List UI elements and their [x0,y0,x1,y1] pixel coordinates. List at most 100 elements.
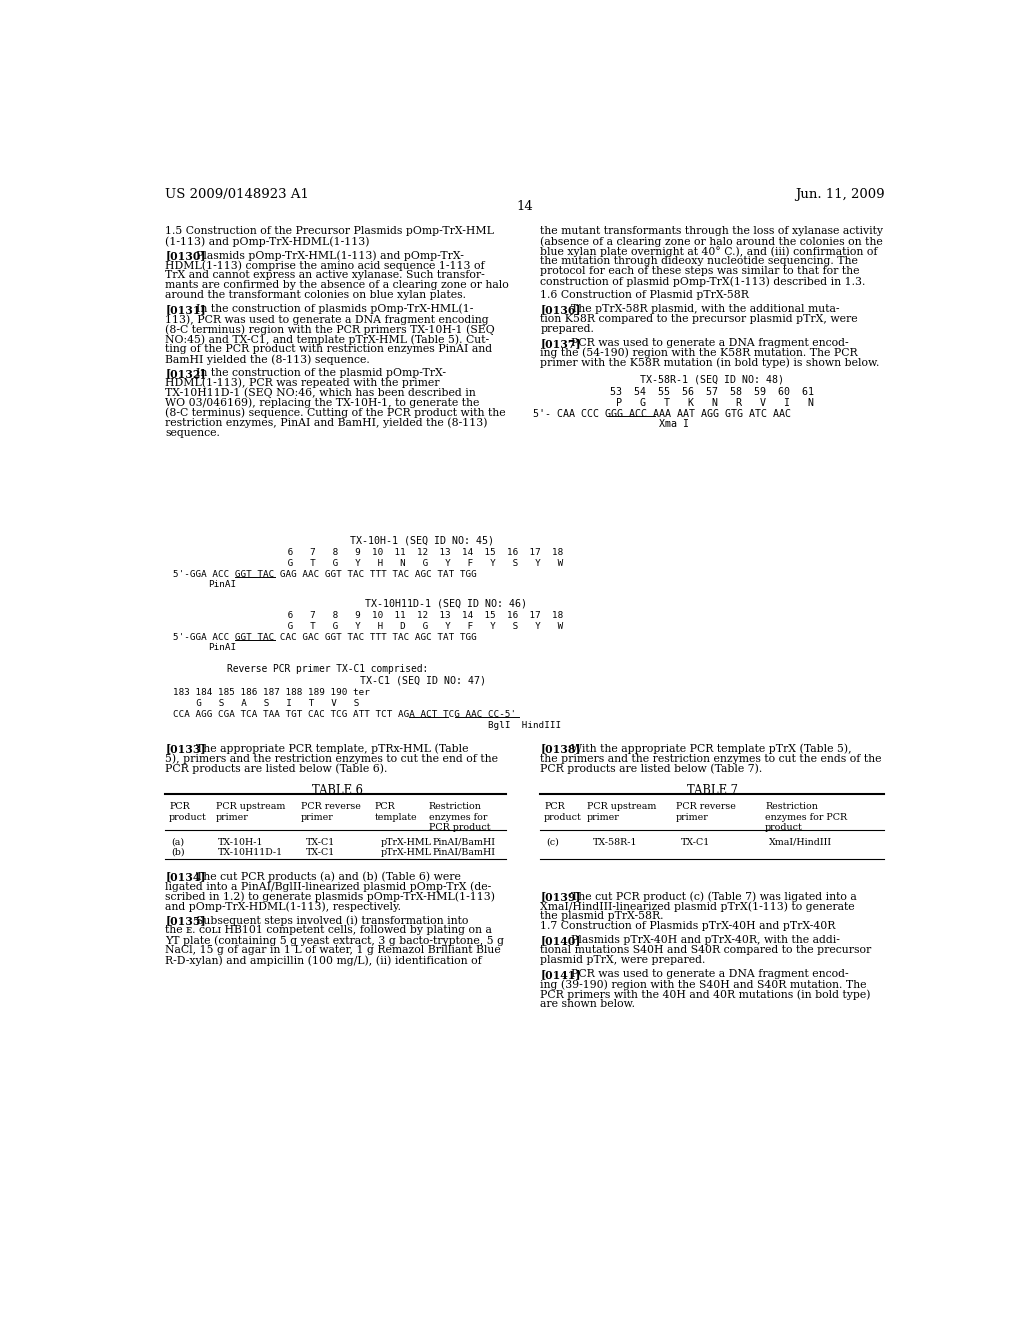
Text: PinAI: PinAI [208,581,236,589]
Text: [0135]: [0135] [165,915,206,927]
Text: sequence.: sequence. [165,428,220,438]
Text: Restriction
enzymes for
PCR product: Restriction enzymes for PCR product [429,803,490,832]
Text: 5'-GGA ACC GGT TAC GAG AAC GGT TAC TTT TAC AGC TAT TGG: 5'-GGA ACC GGT TAC GAG AAC GGT TAC TTT T… [173,570,477,578]
Text: [0141]: [0141] [541,969,581,981]
Text: PCR was used to generate a DNA fragment encod-: PCR was used to generate a DNA fragment … [571,338,849,347]
Text: restriction enzymes, PinAI and BamHI, yielded the (8-113): restriction enzymes, PinAI and BamHI, yi… [165,418,487,429]
Text: plasmid pTrX, were prepared.: plasmid pTrX, were prepared. [541,956,706,965]
Text: (c): (c) [547,838,559,846]
Text: 1.7 Construction of Plasmids pTrX-40H and pTrX-40R: 1.7 Construction of Plasmids pTrX-40H an… [541,921,836,932]
Text: TX-10H11D-1 (SEQ NO:46, which has been described in: TX-10H11D-1 (SEQ NO:46, which has been d… [165,388,476,399]
Text: CCA AGG CGA TCA TAA TGT CAC TCG ATT TCT AGA ACT TCG AAC CC-5': CCA AGG CGA TCA TAA TGT CAC TCG ATT TCT … [173,710,516,718]
Text: Plasmids pTrX-40H and pTrX-40R, with the addi-: Plasmids pTrX-40H and pTrX-40R, with the… [571,936,840,945]
Text: With the appropriate PCR template pTrX (Table 5),: With the appropriate PCR template pTrX (… [571,743,852,754]
Text: TX-58R-1: TX-58R-1 [593,838,638,846]
Text: [0140]: [0140] [541,936,581,946]
Text: 6   7   8   9  10  11  12  13  14  15  16  17  18: 6 7 8 9 10 11 12 13 14 15 16 17 18 [282,548,563,557]
Text: XmaI/HindIII-linearized plasmid pTrX(1-113) to generate: XmaI/HindIII-linearized plasmid pTrX(1-1… [541,902,855,912]
Text: The cut PCR products (a) and (b) (Table 6) were: The cut PCR products (a) and (b) (Table … [197,871,461,882]
Text: 6   7   8   9  10  11  12  13  14  15  16  17  18: 6 7 8 9 10 11 12 13 14 15 16 17 18 [282,611,563,620]
Text: PinAI/BamHI
PinAI/BamHI: PinAI/BamHI PinAI/BamHI [432,838,496,857]
Text: tion K58R compared to the precursor plasmid pTrX, were: tion K58R compared to the precursor plas… [541,314,858,323]
Text: tional mutations S40H and S40R compared to the precursor: tional mutations S40H and S40R compared … [541,945,871,956]
Text: around the transformant colonies on blue xylan plates.: around the transformant colonies on blue… [165,290,466,300]
Text: 113), PCR was used to generate a DNA fragment encoding: 113), PCR was used to generate a DNA fra… [165,314,488,325]
Text: PCR reverse
primer: PCR reverse primer [676,803,736,821]
Text: G   S   A   S   I   T   V   S: G S A S I T V S [184,700,359,708]
Text: Plasmids pOmp-TrX-HML(1-113) and pOmp-TrX-: Plasmids pOmp-TrX-HML(1-113) and pOmp-Tr… [197,249,464,260]
Text: PCR was used to generate a DNA fragment encod-: PCR was used to generate a DNA fragment … [571,969,849,979]
Text: [0132]: [0132] [165,368,206,379]
Text: 5'-GGA ACC GGT TAC CAC GAC GGT TAC TTT TAC AGC TAT TGG: 5'-GGA ACC GGT TAC CAC GAC GGT TAC TTT T… [173,632,477,642]
Text: TABLE 7: TABLE 7 [687,784,738,797]
Text: prepared.: prepared. [541,323,594,334]
Text: [0139]: [0139] [541,891,581,903]
Text: mants are confirmed by the absence of a clearing zone or halo: mants are confirmed by the absence of a … [165,280,509,290]
Text: The pTrX-58R plasmid, with the additional muta-: The pTrX-58R plasmid, with the additiona… [571,304,840,314]
Text: (a)
(b): (a) (b) [171,838,185,857]
Text: 5'- CAA CCC GGG ACC AAA AAT AGG GTG ATC AAC: 5'- CAA CCC GGG ACC AAA AAT AGG GTG ATC … [532,409,791,418]
Text: construction of plasmid pOmp-TrX(1-113) described in 1.3.: construction of plasmid pOmp-TrX(1-113) … [541,276,865,286]
Text: BglI  HindIII: BglI HindIII [488,721,561,730]
Text: Jun. 11, 2009: Jun. 11, 2009 [795,187,885,201]
Text: (8-C terminus) sequence. Cutting of the PCR product with the: (8-C terminus) sequence. Cutting of the … [165,408,506,418]
Text: the mutation through dideoxy nucleotide sequencing. The: the mutation through dideoxy nucleotide … [541,256,858,267]
Text: (8-C terminus) region with the PCR primers TX-10H-1 (SEQ: (8-C terminus) region with the PCR prime… [165,323,495,334]
Text: (1-113) and pOmp-TrX-HDML(1-113): (1-113) and pOmp-TrX-HDML(1-113) [165,236,370,247]
Text: TX-10H-1
TX-10H11D-1: TX-10H-1 TX-10H11D-1 [218,838,283,857]
Text: US 2009/0148923 A1: US 2009/0148923 A1 [165,187,309,201]
Text: scribed in 1.2) to generate plasmids pOmp-TrX-HML(1-113): scribed in 1.2) to generate plasmids pOm… [165,891,496,902]
Text: [0136]: [0136] [541,304,581,315]
Text: PinAI: PinAI [208,644,236,652]
Text: [0138]: [0138] [541,743,581,755]
Text: 5), primers and the restriction enzymes to cut the end of the: 5), primers and the restriction enzymes … [165,754,499,764]
Text: the mutant transformants through the loss of xylanase activity: the mutant transformants through the los… [541,226,884,236]
Text: TrX and cannot express an active xylanase. Such transfor-: TrX and cannot express an active xylanas… [165,271,485,280]
Text: Xma I: Xma I [658,420,688,429]
Text: (absence of a clearing zone or halo around the colonies on the: (absence of a clearing zone or halo arou… [541,236,883,247]
Text: [0133]: [0133] [165,743,206,755]
Text: R-D-xylan) and ampicillin (100 mg/L), (ii) identification of: R-D-xylan) and ampicillin (100 mg/L), (i… [165,956,482,966]
Text: NO:45) and TX-C1, and template pTrX-HML (Table 5). Cut-: NO:45) and TX-C1, and template pTrX-HML … [165,334,489,345]
Text: [0137]: [0137] [541,338,581,348]
Text: In the construction of plasmids pOmp-TrX-HML(1-: In the construction of plasmids pOmp-TrX… [197,304,473,314]
Text: PCR
product: PCR product [169,803,207,821]
Text: PCR upstream
primer: PCR upstream primer [216,803,285,821]
Text: ing (39-190) region with the S40H and S40R mutation. The: ing (39-190) region with the S40H and S4… [541,979,866,990]
Text: XmaI/HindIII: XmaI/HindIII [769,838,833,846]
Text: protocol for each of these steps was similar to that for the: protocol for each of these steps was sim… [541,267,860,276]
Text: PCR
product: PCR product [544,803,582,821]
Text: 14: 14 [516,199,534,213]
Text: [0130]: [0130] [165,249,206,261]
Text: PCR
template: PCR template [375,803,417,821]
Text: BamHI yielded the (8-113) sequence.: BamHI yielded the (8-113) sequence. [165,354,370,364]
Text: TX-C1 (SEQ ID NO: 47): TX-C1 (SEQ ID NO: 47) [359,676,485,686]
Text: The cut PCR product (c) (Table 7) was ligated into a: The cut PCR product (c) (Table 7) was li… [571,891,857,902]
Text: G   T   G   Y   H   D   G   Y   F   Y   S   Y   W: G T G Y H D G Y F Y S Y W [282,622,563,631]
Text: G   T   G   Y   H   N   G   Y   F   Y   S   Y   W: G T G Y H N G Y F Y S Y W [282,558,563,568]
Text: HDML(1-113) comprise the amino acid sequence 1-113 of: HDML(1-113) comprise the amino acid sequ… [165,260,484,271]
Text: PCR products are listed below (Table 6).: PCR products are listed below (Table 6). [165,763,387,775]
Text: ligated into a PinAI/BglII-linearized plasmid pOmp-TrX (de-: ligated into a PinAI/BglII-linearized pl… [165,882,492,892]
Text: the plasmid pTrX-58R.: the plasmid pTrX-58R. [541,911,664,921]
Text: primer with the K58R mutation (in bold type) is shown below.: primer with the K58R mutation (in bold t… [541,358,880,368]
Text: HDML(1-113), PCR was repeated with the primer: HDML(1-113), PCR was repeated with the p… [165,378,439,388]
Text: PCR products are listed below (Table 7).: PCR products are listed below (Table 7). [541,763,763,775]
Text: P   G   T   K   N   R   V   I   N: P G T K N R V I N [610,397,814,408]
Text: ting of the PCR product with restriction enzymes PinAI and: ting of the PCR product with restriction… [165,345,493,354]
Text: 1.6 Construction of Plasmid pTrX-58R: 1.6 Construction of Plasmid pTrX-58R [541,290,750,300]
Text: The appropriate PCR template, pTRx-HML (Table: The appropriate PCR template, pTRx-HML (… [197,743,469,754]
Text: TABLE 6: TABLE 6 [312,784,362,797]
Text: Restriction
enzymes for PCR
product: Restriction enzymes for PCR product [765,803,847,832]
Text: In the construction of the plasmid pOmp-TrX-: In the construction of the plasmid pOmp-… [197,368,446,378]
Text: PCR upstream
primer: PCR upstream primer [587,803,656,821]
Text: 1.5 Construction of the Precursor Plasmids pOmp-TrX-HML: 1.5 Construction of the Precursor Plasmi… [165,226,494,236]
Text: WO 03/046169), replacing the TX-10H-1, to generate the: WO 03/046169), replacing the TX-10H-1, t… [165,397,479,408]
Text: YT plate (containing 5 g yeast extract, 3 g bacto-tryptone, 5 g: YT plate (containing 5 g yeast extract, … [165,936,504,946]
Text: NaCl, 15 g of agar in 1 L of water, 1 g Remazol Brilliant Blue: NaCl, 15 g of agar in 1 L of water, 1 g … [165,945,501,956]
Text: blue xylan plate overnight at 40° C.), and (iii) confirmation of: blue xylan plate overnight at 40° C.), a… [541,246,878,257]
Text: TX-58R-1 (SEQ ID NO: 48): TX-58R-1 (SEQ ID NO: 48) [640,375,784,384]
Text: 183 184 185 186 187 188 189 190 ter: 183 184 185 186 187 188 189 190 ter [173,688,370,697]
Text: and pOmp-TrX-HDML(1-113), respectively.: and pOmp-TrX-HDML(1-113), respectively. [165,902,401,912]
Text: TX-C1
TX-C1: TX-C1 TX-C1 [306,838,336,857]
